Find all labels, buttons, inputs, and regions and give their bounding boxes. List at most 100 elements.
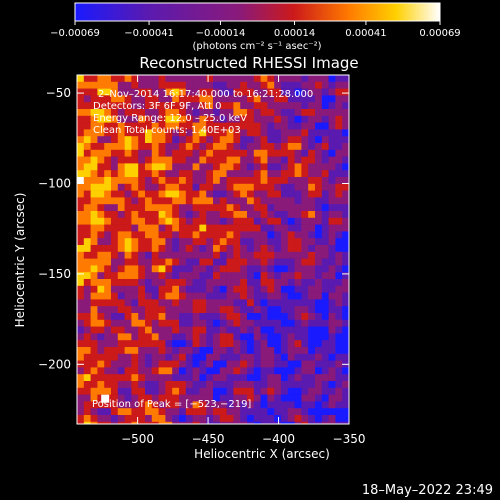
heatmap-cell bbox=[308, 279, 316, 287]
heatmap-cell bbox=[199, 238, 207, 246]
heatmap-cell bbox=[226, 415, 234, 423]
heatmap-cell bbox=[287, 170, 295, 178]
heatmap-cell bbox=[213, 258, 221, 266]
heatmap-cell bbox=[226, 421, 234, 424]
heatmap-cell bbox=[179, 177, 187, 185]
heatmap-cell bbox=[321, 156, 329, 164]
heatmap-cell bbox=[294, 109, 302, 117]
heatmap-cell bbox=[247, 190, 255, 198]
heatmap-cell bbox=[294, 204, 302, 212]
heatmap-cell bbox=[90, 272, 98, 280]
heatmap-cell bbox=[117, 163, 125, 171]
heatmap-cell bbox=[247, 272, 255, 280]
heatmap-cell bbox=[199, 401, 207, 409]
heatmap-cell bbox=[219, 265, 227, 273]
heatmap-cell bbox=[281, 394, 289, 402]
heatmap-cell bbox=[301, 183, 309, 191]
heatmap-cell bbox=[315, 353, 323, 361]
heatmap-cell bbox=[260, 292, 268, 300]
heatmap-cell bbox=[111, 299, 119, 307]
heatmap-cell bbox=[321, 340, 329, 348]
heatmap-cell bbox=[111, 360, 119, 368]
heatmap-cell bbox=[206, 245, 214, 253]
heatmap-cell bbox=[199, 95, 207, 103]
heatmap-cell bbox=[151, 136, 159, 144]
heatmap-cell bbox=[287, 122, 295, 130]
heatmap-cell bbox=[274, 381, 282, 389]
heatmap-cell bbox=[77, 136, 85, 144]
heatmap-cell bbox=[233, 183, 241, 191]
heatmap-cell bbox=[328, 326, 336, 334]
heatmap-cell bbox=[192, 224, 200, 232]
heatmap-cell bbox=[111, 374, 119, 382]
heatmap-cell bbox=[294, 313, 302, 321]
heatmap-cell bbox=[260, 387, 268, 395]
heatmap-cell bbox=[138, 170, 146, 178]
heatmap-cell bbox=[213, 197, 221, 205]
heatmap-cell bbox=[90, 394, 98, 402]
heatmap-cell bbox=[124, 258, 132, 266]
heatmap-cell bbox=[131, 394, 139, 402]
heatmap-cell bbox=[131, 408, 139, 416]
heatmap-cell bbox=[287, 333, 295, 341]
heatmap-cell bbox=[131, 81, 139, 89]
heatmap-cell bbox=[206, 299, 214, 307]
heatmap-cell bbox=[308, 122, 316, 130]
heatmap-cell bbox=[301, 75, 309, 83]
heatmap-cell bbox=[192, 265, 200, 273]
heatmap-cell bbox=[274, 285, 282, 293]
heatmap-cell bbox=[247, 415, 255, 423]
heatmap-cell bbox=[158, 177, 166, 185]
heatmap-cell bbox=[281, 183, 289, 191]
heatmap-cell bbox=[151, 272, 159, 280]
heatmap-cell bbox=[247, 285, 255, 293]
heatmap-cell bbox=[287, 272, 295, 280]
heatmap-cell bbox=[294, 156, 302, 164]
heatmap-cell bbox=[83, 102, 91, 110]
heatmap-cell bbox=[138, 326, 146, 334]
heatmap-cell bbox=[124, 313, 132, 321]
heatmap-cell bbox=[233, 109, 241, 117]
heatmap-cell bbox=[206, 387, 214, 395]
heatmap-cell bbox=[240, 360, 248, 368]
heatmap-cell bbox=[145, 115, 153, 123]
heatmap-cell bbox=[308, 353, 316, 361]
heatmap-cell bbox=[77, 272, 85, 280]
heatmap-cell bbox=[287, 285, 295, 293]
heatmap-cell bbox=[172, 81, 180, 89]
heatmap-cell bbox=[199, 299, 207, 307]
heatmap-cell bbox=[315, 211, 323, 219]
heatmap-cell bbox=[179, 306, 187, 314]
heatmap-cell bbox=[97, 326, 105, 334]
heatmap-cell bbox=[185, 75, 193, 83]
heatmap-cell bbox=[321, 115, 329, 123]
heatmap-cell bbox=[124, 347, 132, 355]
heatmap-cell bbox=[247, 81, 255, 89]
heatmap-cell bbox=[287, 177, 295, 185]
heatmap-cell bbox=[104, 102, 112, 110]
heatmap-cell bbox=[111, 421, 119, 424]
heatmap-cell bbox=[138, 381, 146, 389]
heatmap-cell bbox=[335, 95, 343, 103]
colorbar-tick-label: −0.00069 bbox=[50, 28, 100, 39]
heatmap-cell bbox=[97, 136, 105, 144]
heatmap-cell bbox=[294, 340, 302, 348]
heatmap-cell bbox=[321, 204, 329, 212]
heatmap-cell bbox=[117, 292, 125, 300]
heatmap-cell bbox=[260, 190, 268, 198]
heatmap-cell bbox=[342, 326, 349, 334]
heatmap-cell bbox=[151, 245, 159, 253]
heatmap-cell bbox=[83, 177, 91, 185]
heatmap-cell bbox=[151, 381, 159, 389]
heatmap-cell bbox=[335, 353, 343, 361]
heatmap-cell bbox=[233, 156, 241, 164]
heatmap-cell bbox=[308, 156, 316, 164]
heatmap-cell bbox=[287, 421, 295, 424]
heatmap-cell bbox=[267, 224, 275, 232]
heatmap-cell bbox=[240, 231, 248, 239]
plot-frame bbox=[76, 74, 350, 425]
heatmap-cell bbox=[104, 75, 112, 83]
heatmap-cell bbox=[131, 149, 139, 157]
heatmap-cell bbox=[172, 333, 180, 341]
heatmap-cell bbox=[294, 306, 302, 314]
